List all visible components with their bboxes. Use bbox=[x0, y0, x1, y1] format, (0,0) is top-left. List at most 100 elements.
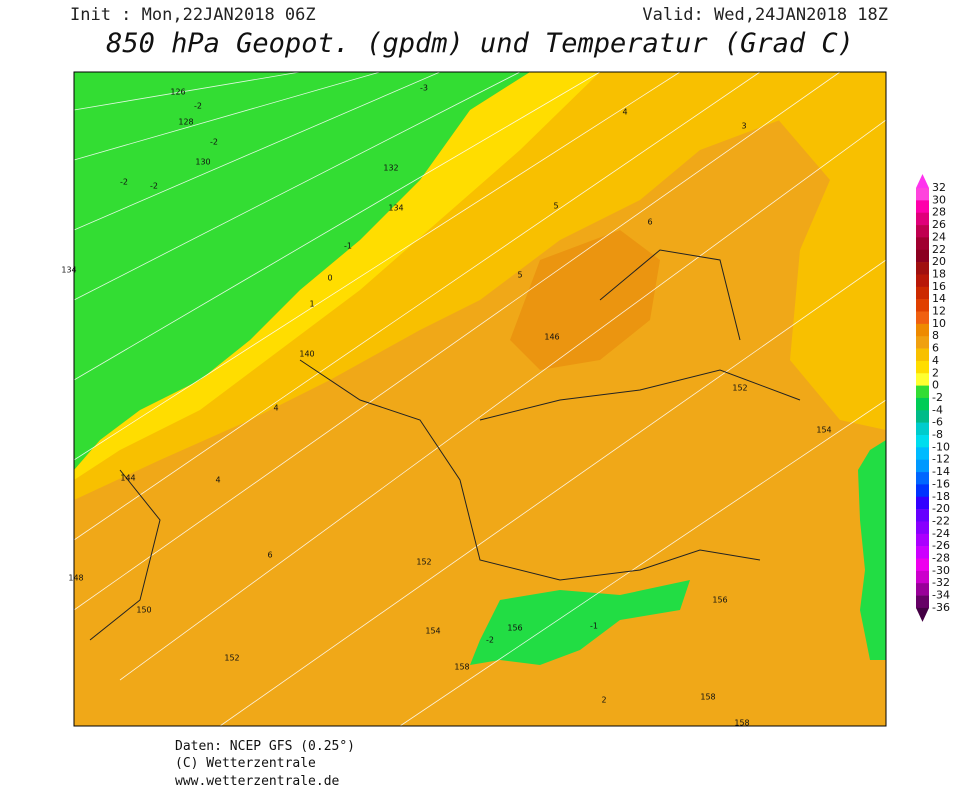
init-time: Init : Mon,22JAN2018 06Z bbox=[70, 5, 316, 25]
map-label: 134 bbox=[388, 204, 403, 213]
colorbar-label: 0 bbox=[932, 379, 939, 392]
colorbar-label: -34 bbox=[932, 589, 950, 602]
band-light-orange bbox=[74, 72, 886, 500]
colorbar-label: 6 bbox=[932, 342, 939, 355]
colorbar-swatch bbox=[916, 237, 929, 251]
footer-source: Daten: NCEP GFS (0.25°) bbox=[175, 739, 355, 754]
map-label: 132 bbox=[383, 164, 398, 173]
map-label: 4 bbox=[273, 404, 278, 413]
colorbar-swatch bbox=[916, 262, 929, 275]
colorbar-label: 8 bbox=[932, 329, 939, 342]
colorbar-label: 2 bbox=[932, 366, 939, 379]
colorbar-label: -6 bbox=[932, 416, 943, 429]
colorbar-swatch bbox=[916, 570, 929, 584]
map-label: 134 bbox=[61, 266, 76, 275]
colorbar-label: -2 bbox=[932, 391, 943, 404]
map-label: 158 bbox=[700, 693, 715, 702]
colorbar-swatch bbox=[916, 435, 929, 448]
map-label: -2 bbox=[486, 636, 494, 645]
map-label: -2 bbox=[210, 138, 218, 147]
map-label: 4 bbox=[622, 108, 627, 117]
colorbar-swatch bbox=[916, 286, 929, 300]
map-labels: 1261281301321341341401441461481501521521… bbox=[61, 84, 831, 728]
colorbar-swatch bbox=[916, 422, 929, 436]
colorbar-label: -36 bbox=[932, 601, 950, 614]
colorbar-swatch bbox=[916, 459, 929, 473]
colorbar-swatch bbox=[916, 583, 929, 596]
map-label: 4 bbox=[215, 476, 220, 485]
colorbar-label: 32 bbox=[932, 181, 946, 194]
colorbar-label: -8 bbox=[932, 428, 943, 441]
colorbar-swatch bbox=[916, 311, 929, 325]
map-label: 150 bbox=[136, 606, 151, 615]
footer-url: www.wetterzentrale.de bbox=[175, 774, 340, 789]
colorbar-label: 10 bbox=[932, 317, 946, 330]
colorbar-swatch bbox=[916, 200, 929, 213]
colorbar-label: 20 bbox=[932, 255, 946, 268]
colorbar-swatch bbox=[916, 360, 929, 374]
east-green bbox=[858, 440, 886, 660]
map-label: 154 bbox=[425, 627, 440, 636]
map-label: -3 bbox=[420, 84, 428, 93]
map-label: 0 bbox=[327, 274, 332, 283]
map-label: -2 bbox=[150, 182, 158, 191]
band-east bbox=[700, 72, 886, 430]
colorbar-swatch bbox=[916, 212, 929, 226]
map-label: 128 bbox=[178, 118, 193, 127]
colorbar-swatch bbox=[916, 188, 929, 201]
map-label: 152 bbox=[416, 558, 431, 567]
footer-copyright: (C) Wetterzentrale bbox=[175, 756, 316, 771]
map-label: 3 bbox=[741, 122, 746, 131]
colorbar-swatch bbox=[916, 558, 929, 572]
colorbar-label: 24 bbox=[932, 230, 946, 243]
colorbar-label: 22 bbox=[932, 243, 946, 256]
warm-core bbox=[510, 230, 660, 370]
map-label: 126 bbox=[170, 88, 185, 97]
colorbar-above bbox=[916, 174, 929, 188]
colorbar-swatch bbox=[916, 521, 929, 535]
area-green bbox=[74, 72, 530, 470]
colorbar-below bbox=[916, 607, 929, 622]
colorbar-label: -18 bbox=[932, 490, 950, 503]
borders bbox=[89, 249, 801, 641]
colorbar-label: 12 bbox=[932, 305, 946, 318]
colorbar-swatch bbox=[916, 410, 929, 423]
map-label: 154 bbox=[816, 426, 831, 435]
colorbar-label: 26 bbox=[932, 218, 946, 231]
colorbar-swatch bbox=[916, 397, 929, 411]
map-label: 156 bbox=[712, 596, 727, 605]
map-label: 2 bbox=[601, 696, 606, 705]
colorbar-swatch bbox=[916, 509, 929, 522]
colorbar-label: -30 bbox=[932, 564, 950, 577]
colorbar-label: 4 bbox=[932, 354, 939, 367]
map-label: 156 bbox=[507, 624, 522, 633]
colorbar-swatch bbox=[916, 447, 929, 460]
colorbar-swatch bbox=[916, 348, 929, 362]
map-label: 146 bbox=[544, 333, 559, 342]
map-label: 158 bbox=[454, 663, 469, 672]
colorbar-swatch bbox=[916, 249, 929, 263]
map-frame bbox=[73, 71, 887, 727]
isohypses bbox=[73, 71, 887, 727]
colorbar-swatch bbox=[916, 484, 929, 498]
map-label: -1 bbox=[590, 622, 598, 631]
valid-time: Valid: Wed,24JAN2018 18Z bbox=[642, 5, 888, 25]
colorbar-label: -14 bbox=[932, 465, 950, 478]
alps-green bbox=[470, 580, 690, 665]
colorbar-label: -12 bbox=[932, 453, 950, 466]
map: 1261281301321341341401441461481501521521… bbox=[61, 71, 887, 728]
map-label: 1 bbox=[309, 300, 314, 309]
colorbar-label: -16 bbox=[932, 477, 950, 490]
colorbar-label: -24 bbox=[932, 527, 950, 540]
map-label: 152 bbox=[732, 384, 747, 393]
colorbar-label: -32 bbox=[932, 576, 950, 589]
map-label: 152 bbox=[224, 654, 239, 663]
band-yellow bbox=[74, 72, 600, 480]
colorbar-label: 14 bbox=[932, 292, 946, 305]
colorbar-label: 28 bbox=[932, 206, 946, 219]
colorbar-swatch bbox=[916, 546, 929, 559]
colorbar-swatch bbox=[916, 336, 929, 349]
map-title: 850 hPa Geopot. (gpdm) und Temperatur (G… bbox=[106, 28, 854, 59]
map-label: 130 bbox=[195, 158, 210, 167]
